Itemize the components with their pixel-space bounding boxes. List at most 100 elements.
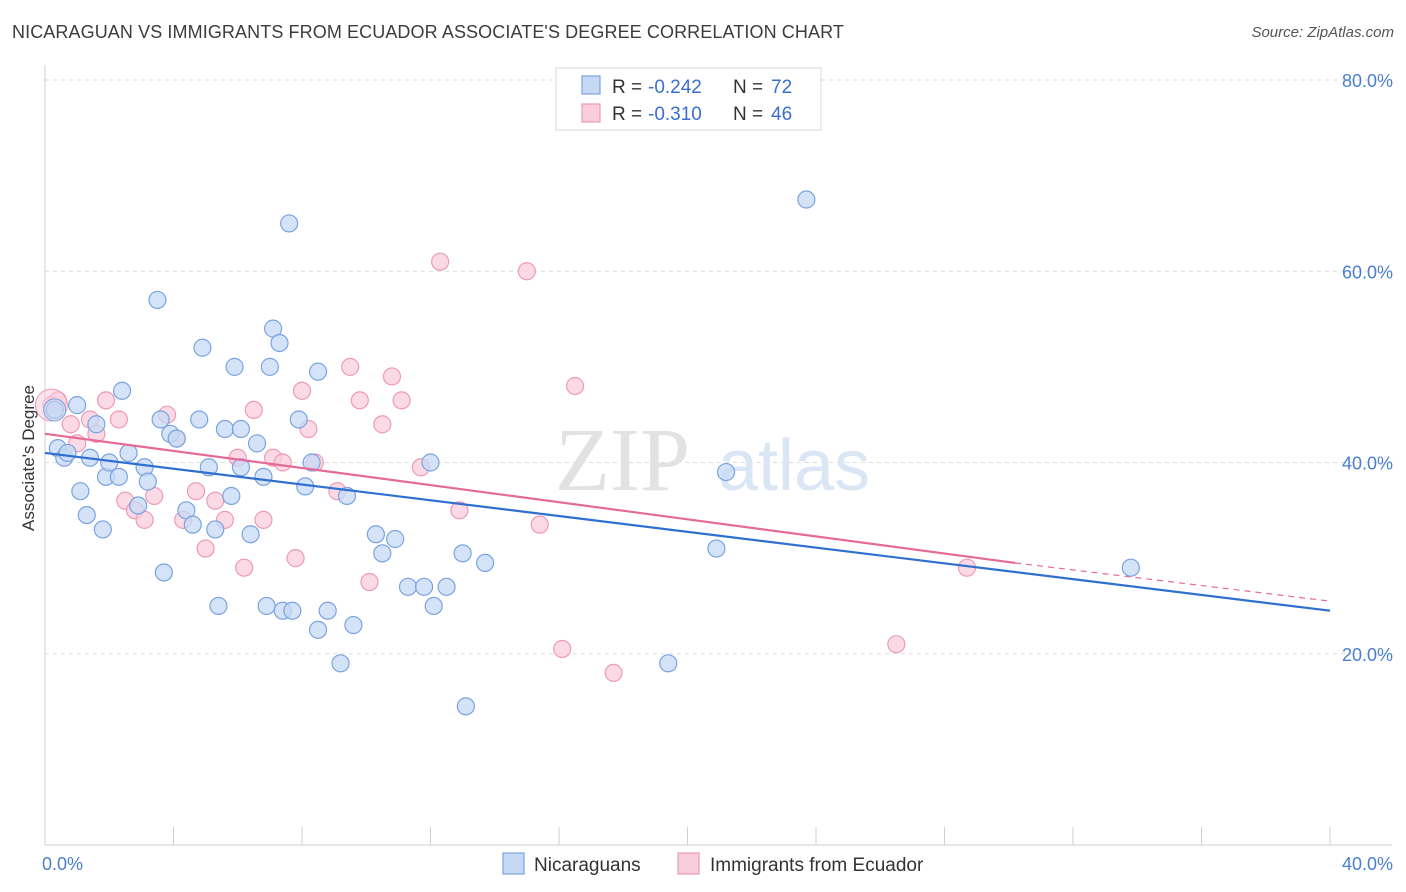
nicaraguan-point-38 [257,596,276,616]
nicaraguan-point-64 [476,553,495,573]
axes [44,65,1392,846]
nicaraguan-point-24 [183,515,202,534]
chart-title: NICARAGUAN VS IMMIGRANTS FROM ECUADOR AS… [12,22,844,42]
nicaraguan-point-48 [308,362,328,381]
nicaraguan-point-28 [206,520,225,539]
legend-r-label-1: R = [612,77,642,98]
nicaraguan-point-47 [302,453,321,472]
series-blue-points [43,190,1140,716]
nicaraguan-point-33 [231,419,251,439]
legend-n-value-1: 72 [771,77,792,98]
ecuador-point-26 [292,381,312,400]
nicaraguan-point-9 [93,520,112,539]
ecuador-point-24 [273,453,292,472]
nicaraguan-point-43 [280,214,299,233]
nicaraguan-point-61 [437,577,456,596]
nicaraguan-cluster-marker [43,398,67,422]
series-legend: Nicaraguans Immigrants from Ecuador [502,852,924,876]
nicaraguan-point-12 [109,467,128,486]
nicaraguan-point-52 [337,486,357,506]
nicaraguan-point-18 [148,290,167,310]
nicaraguan-point-56 [386,529,405,549]
nicaraguan-point-4 [68,396,87,415]
nicaraguan-point-17 [138,472,157,491]
ecuador-point-32 [360,572,379,592]
nicaraguan-point-39 [260,357,279,376]
ecuador-point-44 [887,635,906,654]
ecuador-point-17 [206,491,225,510]
legend-n-value-2: 46 [771,104,792,125]
x-tick-label-0: 0.0% [42,854,83,874]
ecuador-point-31 [350,391,369,410]
nicaraguan-point-8 [87,415,106,434]
nicaraguan-trend-line [44,451,1331,612]
y-tick-label-1: 40.0% [1342,454,1393,474]
nicaraguan-point-30 [215,419,234,439]
ecuador-trend-line [44,432,1016,564]
nicaraguan-point-68 [797,190,816,209]
source-label: Source: ZipAtlas.com [1251,24,1394,41]
legend-r-value-2: -0.310 [648,104,702,125]
nicaraguan-point-66 [707,539,726,558]
ecuador-point-15 [186,482,206,501]
nicaraguan-point-57 [398,577,418,596]
nicaraguan-point-50 [318,601,337,620]
nicaraguan-point-35 [241,525,260,544]
nicaraguan-point-55 [373,544,392,563]
ecuador-point-25 [286,549,305,568]
nicaraguan-point-31 [222,486,241,506]
y-axis-label: Associate's Degree [19,385,38,531]
ecuador-point-20 [235,558,254,577]
nicaraguan-point-41 [270,333,289,353]
bottom-legend-label-blue: Nicaraguans [534,855,641,876]
bottom-legend-label-pink: Immigrants from Ecuador [710,855,924,876]
ecuador-point-37 [431,252,450,271]
ecuador-point-2 [61,415,80,434]
stats-legend: R = -0.242 N = 72 R = -0.310 N = 46 [555,67,822,131]
nicaraguan-point-29 [209,596,228,616]
watermark-zip: ZIP [555,411,690,510]
ecuador-point-7 [109,410,128,429]
nicaraguan-point-25 [190,410,209,429]
y-tick-labels: 20.0% 40.0% 60.0% 80.0% [1342,71,1393,665]
bottom-legend-swatch-blue [502,852,525,875]
nicaraguan-point-22 [167,429,186,448]
nicaraguan-point-62 [453,544,472,563]
nicaraguan-point-51 [331,654,350,673]
nicaraguan-point-49 [308,620,328,639]
nicaraguan-point-53 [344,615,363,635]
ecuador-point-30 [341,357,360,376]
nicaraguan-point-15 [129,496,148,515]
legend-r-label-2: R = [612,104,642,125]
nicaraguan-point-19 [151,410,170,429]
ecuador-point-33 [373,415,392,434]
legend-swatch-blue [581,75,601,95]
ecuador-point-16 [196,539,215,558]
legend-r-value-1: -0.242 [648,77,702,98]
nicaraguan-point-37 [254,467,273,486]
y-tick-label-0: 20.0% [1342,645,1393,665]
nicaraguan-point-45 [289,410,308,429]
ecuador-point-39 [517,262,536,281]
nicaraguan-point-36 [247,434,267,453]
legend-n-label-1: N = [733,77,763,98]
watermark-atlas: atlas [718,426,870,506]
x-tick-label-1: 40.0% [1342,854,1393,874]
x-tick-labels: 0.0% 40.0% [42,854,1393,874]
nicaraguan-point-32 [225,357,244,376]
ecuador-point-38 [450,501,469,520]
nicaraguan-point-63 [456,697,475,716]
nicaraguan-point-14 [119,443,138,463]
legend-n-label-2: N = [733,104,763,125]
nicaraguan-point-3 [58,443,77,463]
nicaraguan-point-26 [193,338,212,357]
nicaraguan-point-44 [283,601,302,620]
nicaraguan-point-5 [71,482,90,501]
nicaraguan-point-54 [366,525,385,544]
ecuador-point-35 [392,391,411,410]
nicaraguan-point-69 [1121,558,1140,577]
nicaraguan-point-20 [154,563,173,582]
y-tick-label-3: 80.0% [1342,71,1393,91]
bottom-legend-swatch-pink [677,852,700,875]
